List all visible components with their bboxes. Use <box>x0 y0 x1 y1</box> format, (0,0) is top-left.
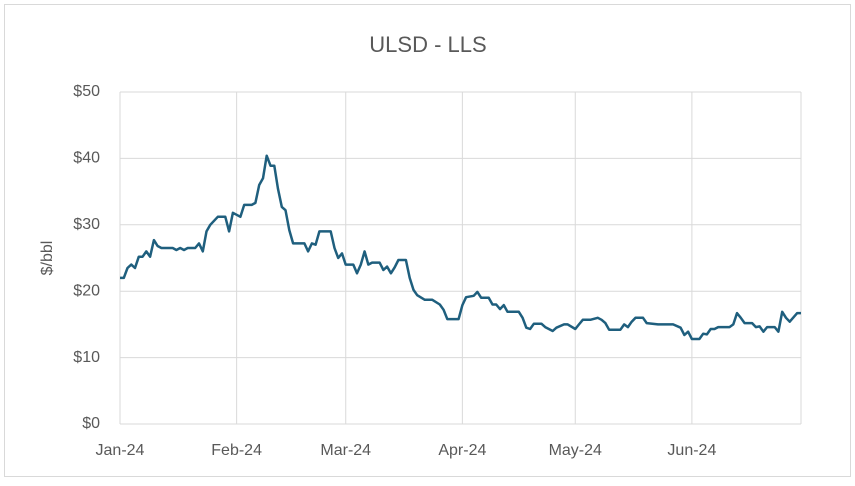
data-line <box>120 154 801 341</box>
chart-border <box>4 4 851 477</box>
chart-title: ULSD - LLS <box>369 32 486 57</box>
x-tick-label: Jan-24 <box>96 442 145 459</box>
y-tick-label: $50 <box>73 83 100 100</box>
x-tick-label: Jun-24 <box>667 442 716 459</box>
x-tick-label: Feb-24 <box>211 442 262 459</box>
y-tick-label: $0 <box>82 415 100 432</box>
y-tick-label: $30 <box>73 216 100 233</box>
y-tick-label: $40 <box>73 150 100 167</box>
y-tick-label: $20 <box>73 282 100 299</box>
x-tick-label: May-24 <box>549 442 602 459</box>
x-tick-label: Mar-24 <box>320 442 371 459</box>
x-tick-label: Apr-24 <box>438 442 486 459</box>
y-tick-label: $10 <box>73 349 100 366</box>
y-axis-label: $/bbl <box>39 241 56 276</box>
